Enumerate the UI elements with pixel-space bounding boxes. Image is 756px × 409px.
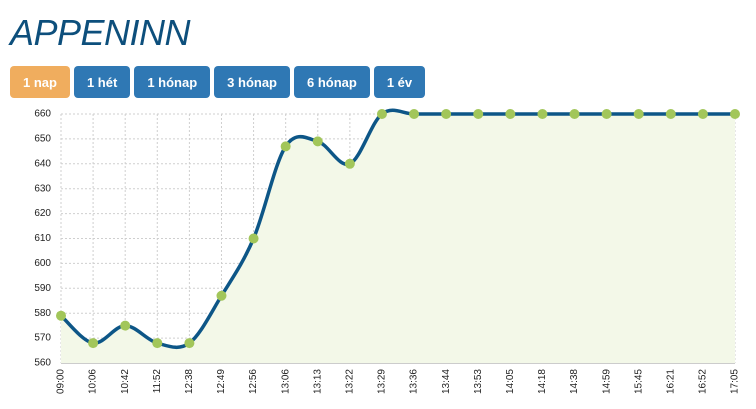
x-tick-label: 14:05: [505, 369, 516, 394]
x-tick-label: 13:44: [441, 369, 452, 394]
y-tick-label: 600: [34, 258, 51, 269]
range-button[interactable]: 1 hét: [73, 66, 131, 98]
page-title: APPENINN: [10, 12, 191, 53]
point: [569, 109, 580, 119]
y-tick-label: 650: [34, 134, 51, 145]
y-tick-label: 590: [34, 283, 51, 294]
range-button[interactable]: 1 nap: [10, 66, 70, 98]
point: [344, 158, 355, 169]
range-button[interactable]: 6 hónap: [294, 66, 370, 98]
x-tick-label: 13:06: [280, 369, 291, 394]
range-button[interactable]: 1 év: [373, 66, 426, 98]
point: [312, 136, 323, 147]
x-tick-label: 10:06: [88, 369, 99, 394]
point: [505, 109, 516, 119]
point: [441, 109, 452, 119]
point: [152, 338, 163, 349]
x-tick-label: 16:21: [665, 369, 676, 394]
point: [376, 109, 387, 119]
x-tick-label: 12:49: [216, 369, 227, 394]
y-tick-label: 560: [34, 358, 51, 369]
x-tick-label: 09:00: [56, 369, 67, 394]
point: [473, 109, 484, 119]
point: [697, 109, 708, 119]
x-tick-label: 13:29: [377, 369, 388, 394]
x-tick-label: 13:53: [473, 369, 484, 394]
point: [184, 338, 195, 349]
x-tick-label: 17:05: [730, 369, 741, 394]
point: [633, 109, 644, 119]
y-tick-label: 610: [34, 233, 51, 244]
area: [61, 110, 735, 363]
point: [88, 338, 99, 349]
point: [120, 320, 131, 331]
x-tick-label: 11:52: [152, 369, 163, 394]
point: [56, 310, 66, 321]
y-tick-label: 640: [34, 158, 51, 169]
y-tick-label: 620: [34, 208, 51, 219]
x-tick-label: 10:42: [120, 369, 131, 394]
range-button[interactable]: 1 hónap: [134, 66, 211, 98]
range-button[interactable]: 3 hónap: [214, 66, 290, 98]
point: [216, 290, 227, 301]
point: [730, 109, 740, 119]
x-tick-label: 13:36: [409, 369, 420, 394]
line: [59, 108, 735, 350]
x-tick-label: 14:18: [537, 369, 548, 394]
point: [665, 109, 676, 119]
y-tick-label: 580: [34, 308, 51, 319]
point: [248, 233, 259, 244]
point: [280, 141, 291, 152]
x-tick-label: 12:56: [248, 369, 259, 394]
x-tick-label: 16:52: [698, 369, 709, 394]
point: [601, 109, 612, 119]
x-tick-label: 15:45: [633, 369, 644, 394]
x-tick-label: 12:38: [184, 369, 195, 394]
point: [409, 109, 420, 119]
y-tick-label: 570: [34, 333, 51, 344]
y-tick-label: 630: [34, 183, 51, 194]
x-tick-label: 14:38: [569, 369, 580, 394]
y-tick-label: 660: [34, 109, 51, 120]
point: [537, 109, 548, 119]
x-tick-label: 13:22: [344, 369, 355, 394]
x-tick-label: 13:13: [312, 369, 323, 394]
x-tick-label: 14:59: [601, 369, 612, 394]
range-buttons: 1 nap 1 hét 1 hónap 3 hónap 6 hónap 1 év: [10, 66, 426, 98]
